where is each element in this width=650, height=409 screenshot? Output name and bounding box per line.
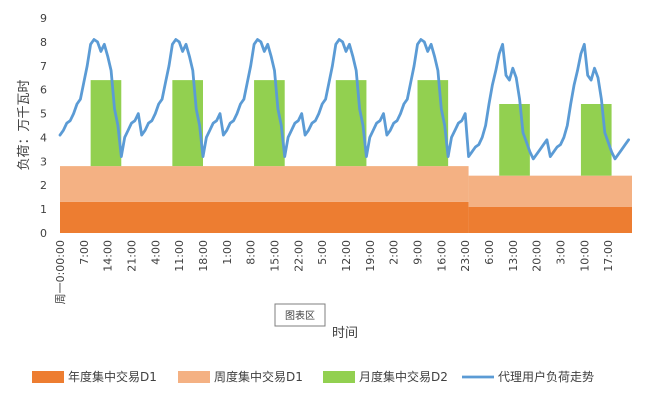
x-tick-label: 11:00	[173, 240, 186, 272]
legend-swatch	[178, 371, 210, 383]
legend-label: 年度集中交易D1	[68, 369, 157, 384]
x-tick-label: 7:00	[78, 240, 91, 265]
y-tick-label: 9	[40, 12, 47, 25]
x-tick-label: 20:00	[531, 240, 544, 272]
x-tick-label: 9:00	[412, 240, 425, 265]
x-tick-label: 10:00	[578, 240, 591, 272]
x-axis-title: 时间	[332, 326, 358, 341]
x-tick-label: 12:00	[340, 240, 353, 272]
x-tick-label: 6:00	[483, 240, 496, 265]
legend-item: 代理用户负荷走势	[462, 369, 594, 384]
x-tick-label: 周一0:00:00	[54, 240, 67, 304]
x-tick-label: 17:00	[602, 240, 615, 272]
x-tick-label: 8:00	[245, 240, 258, 265]
line-layer	[58, 38, 630, 161]
chart-area-tooltip[interactable]: 图表区	[274, 303, 326, 327]
legend: 年度集中交易D1 周度集中交易D1 月度集中交易D2 代理用户负荷走势	[32, 369, 594, 384]
x-tick-label: 5:00	[316, 240, 329, 265]
y-tick-label: 8	[40, 36, 47, 49]
x-tick-label: 23:00	[459, 240, 472, 272]
load-trend-line	[58, 38, 630, 161]
y-tick-label: 4	[40, 131, 47, 144]
area-layer	[60, 80, 632, 233]
y-tick-label: 7	[40, 60, 47, 73]
y-tick-label: 0	[40, 227, 47, 240]
legend-swatch	[32, 371, 64, 383]
x-tick-label: 15:00	[269, 240, 282, 272]
y-tick-label: 3	[40, 155, 47, 168]
x-axis-ticks: 周一0:00:00 7:00 14:00 21:00 4:00 11:00 18:00 1:0…	[54, 240, 615, 304]
chart-area-tooltip-label: 图表区	[285, 309, 315, 322]
weekly-band-1	[468, 175, 632, 207]
y-tick-label: 6	[40, 84, 47, 97]
x-tick-label: 18:00	[197, 240, 210, 272]
legend-item: 月度集中交易D2	[323, 369, 448, 384]
x-tick-label: 19:00	[364, 240, 377, 272]
x-tick-label: 14:00	[102, 240, 115, 272]
x-tick-label: 13:00	[507, 240, 520, 272]
legend-label: 月度集中交易D2	[359, 369, 448, 384]
y-tick-label: 2	[40, 179, 47, 192]
y-tick-label: 5	[40, 108, 47, 121]
y-tick-label: 1	[40, 203, 47, 216]
x-tick-label: 2:00	[388, 240, 401, 265]
y-axis-title: 负荷：万千瓦时	[17, 79, 32, 170]
weekly-band-0	[60, 166, 469, 202]
x-tick-label: 1:00	[221, 240, 234, 265]
x-tick-label: 16:00	[435, 240, 448, 272]
x-tick-label: 22:00	[292, 240, 305, 272]
x-tick-label: 3:00	[555, 240, 568, 265]
legend-label: 周度集中交易D1	[214, 369, 303, 384]
legend-item: 年度集中交易D1	[32, 369, 157, 384]
y-axis-ticks: 0 1 2 3 4 5 6 7 8 9	[40, 12, 47, 240]
annual-band-0	[60, 201, 469, 233]
x-tick-label: 4:00	[149, 240, 162, 265]
annual-band-1	[468, 206, 632, 233]
x-tick-label: 21:00	[126, 240, 139, 272]
legend-item: 周度集中交易D1	[178, 369, 303, 384]
legend-label: 代理用户负荷走势	[498, 369, 594, 384]
legend-swatch	[323, 371, 355, 383]
